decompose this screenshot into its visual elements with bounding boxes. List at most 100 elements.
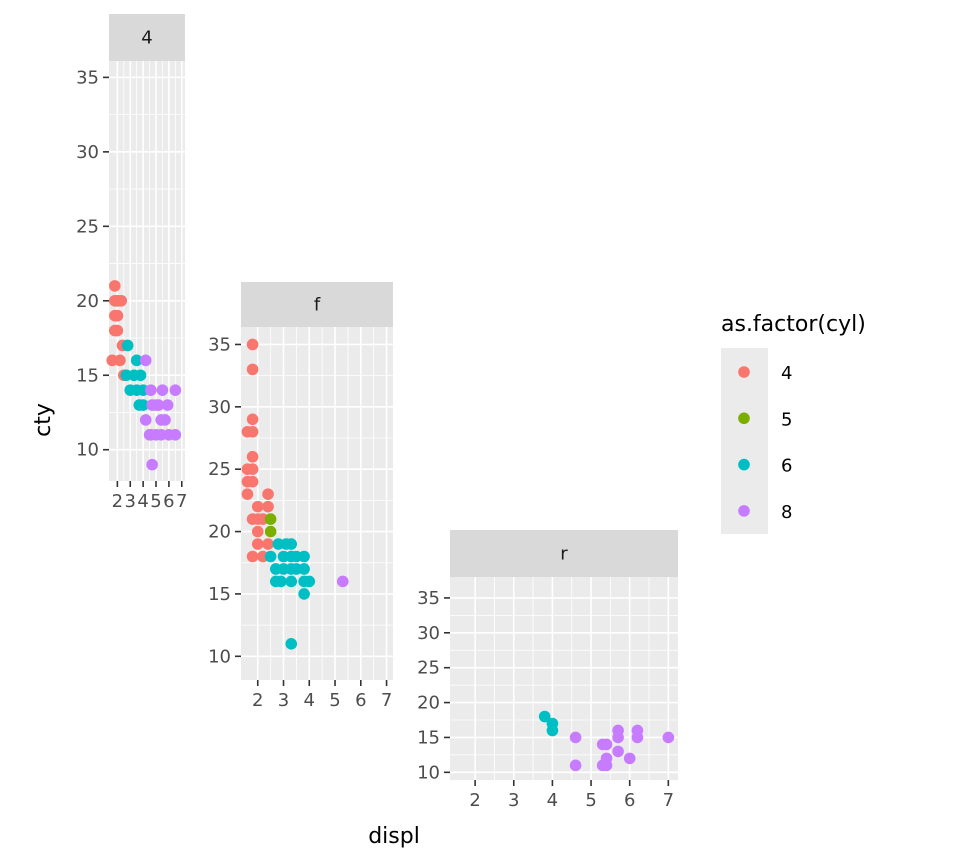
data-point xyxy=(241,488,254,500)
y-tick-label: 20 xyxy=(76,291,99,312)
legend-key xyxy=(738,366,750,378)
y-axis-title: cty xyxy=(31,403,56,437)
data-point xyxy=(596,759,609,772)
data-point xyxy=(298,563,310,575)
strip-label: 4 xyxy=(141,28,152,49)
data-point xyxy=(145,384,157,396)
major-gridlines xyxy=(241,327,393,680)
legend-label: 5 xyxy=(781,409,792,430)
x-tick-label: 4 xyxy=(547,790,558,811)
data-points xyxy=(241,338,349,650)
y-tick-label: 15 xyxy=(208,584,231,605)
y-tick-label: 25 xyxy=(417,658,440,679)
strip-label: r xyxy=(560,544,568,565)
data-point xyxy=(246,413,259,426)
x-tick-label: 3 xyxy=(278,690,289,711)
data-point xyxy=(262,488,274,500)
y-tick-label: 25 xyxy=(76,216,99,237)
y-tick-label: 10 xyxy=(417,762,440,783)
data-point xyxy=(596,738,609,751)
data-point xyxy=(152,399,165,411)
data-point xyxy=(264,550,277,563)
x-tick-label: 5 xyxy=(329,690,340,711)
data-point xyxy=(303,575,316,588)
data-point xyxy=(246,425,259,438)
legend-title: as.factor(cyl) xyxy=(721,312,866,337)
data-point xyxy=(251,538,264,550)
strip-background xyxy=(450,530,678,577)
data-point xyxy=(139,354,152,367)
data-point xyxy=(285,638,298,650)
data-point xyxy=(262,500,274,513)
x-tick-label: 6 xyxy=(624,790,635,811)
x-tick-label: 7 xyxy=(176,491,187,512)
data-point xyxy=(246,463,259,475)
x-tick-label: 3 xyxy=(125,491,136,512)
data-point xyxy=(134,369,147,382)
y-tick-label: 20 xyxy=(208,522,231,543)
x-tick-label: 7 xyxy=(663,790,674,811)
data-point xyxy=(264,525,277,538)
data-point xyxy=(569,731,582,744)
x-tick-label: 5 xyxy=(150,491,161,512)
data-point xyxy=(298,588,310,600)
data-point xyxy=(246,450,259,463)
legend-key xyxy=(738,505,750,517)
data-point xyxy=(336,575,349,588)
data-point xyxy=(246,363,259,376)
x-axis-title: displ xyxy=(368,824,420,849)
data-point xyxy=(111,324,124,337)
x-tick-label: 6 xyxy=(355,690,366,711)
data-point xyxy=(246,475,259,488)
data-point xyxy=(546,724,559,737)
data-point xyxy=(130,354,143,367)
strip-background xyxy=(241,282,393,327)
panel-background xyxy=(109,61,185,481)
data-point xyxy=(114,354,126,367)
data-point xyxy=(121,339,134,352)
data-point xyxy=(264,513,277,525)
legend-key xyxy=(738,412,750,425)
y-tick-label: 35 xyxy=(76,67,99,88)
data-point xyxy=(161,399,174,411)
minor-gridlines xyxy=(109,61,185,481)
data-point xyxy=(111,294,124,307)
data-point xyxy=(169,429,182,441)
facet-panel-r: r 2 3 4 5 6 7 10 15 20 25 30 35 xyxy=(417,530,678,811)
legend-label: 4 xyxy=(781,363,792,384)
x-tick-label: 7 xyxy=(381,690,392,711)
x-tick-label: 3 xyxy=(508,790,519,811)
y-tick-label: 20 xyxy=(417,693,440,714)
y-tick-label: 35 xyxy=(417,588,440,609)
data-point xyxy=(159,414,171,426)
data-point xyxy=(251,525,264,538)
major-gridlines xyxy=(450,577,678,780)
data-point xyxy=(139,414,152,426)
y-tick-label: 15 xyxy=(417,727,440,748)
data-point xyxy=(275,575,287,588)
data-point xyxy=(538,710,551,723)
data-point xyxy=(298,550,310,563)
legend-label: 8 xyxy=(781,502,792,523)
data-point xyxy=(169,384,182,396)
y-tick-label: 10 xyxy=(76,440,99,461)
data-point xyxy=(246,550,259,563)
panel-background xyxy=(450,577,678,780)
facet-panel-f: f 2 3 4 5 6 7 10 15 20 25 30 35 xyxy=(208,282,393,711)
data-point xyxy=(111,309,124,322)
x-tick-label: 4 xyxy=(137,491,148,512)
data-point xyxy=(143,429,156,441)
strip-background xyxy=(109,14,185,61)
major-gridlines xyxy=(109,61,185,481)
y-tick-label: 35 xyxy=(208,334,231,355)
x-tick-label: 5 xyxy=(585,790,596,811)
legend: as.factor(cyl) 4 5 6 8 xyxy=(721,312,866,534)
data-point xyxy=(108,280,121,292)
data-point xyxy=(631,731,644,744)
data-point xyxy=(246,338,259,351)
data-point xyxy=(156,384,169,396)
data-point xyxy=(662,731,675,744)
x-tick-label: 2 xyxy=(469,790,480,811)
